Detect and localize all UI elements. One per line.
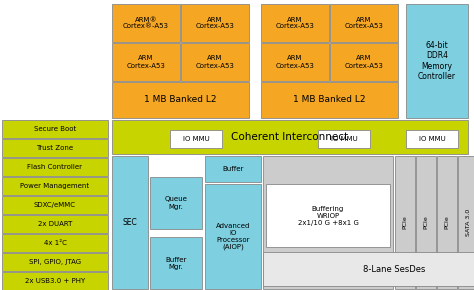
Bar <box>458 156 474 289</box>
Text: ARM
Cortex-A53: ARM Cortex-A53 <box>127 55 165 68</box>
Bar <box>205 184 261 289</box>
Bar <box>406 130 458 148</box>
Bar <box>181 4 249 42</box>
Text: 1 MB Banked L2: 1 MB Banked L2 <box>293 95 366 104</box>
Text: PCIe: PCIe <box>423 216 428 229</box>
Bar <box>437 156 457 289</box>
Text: Buffering
WRIOP
2x1/10 G +8x1 G: Buffering WRIOP 2x1/10 G +8x1 G <box>298 206 358 226</box>
Bar <box>395 156 415 289</box>
Bar <box>2 196 108 214</box>
Text: ARM
Cortex-A53: ARM Cortex-A53 <box>196 55 235 68</box>
Bar <box>416 156 436 289</box>
Bar <box>2 215 108 233</box>
Text: Buffer: Buffer <box>222 166 244 172</box>
Text: ARM®
Cortex®-A53: ARM® Cortex®-A53 <box>123 17 169 30</box>
Text: PCIe: PCIe <box>445 216 449 229</box>
Text: ARM
Cortex-A53: ARM Cortex-A53 <box>275 17 314 30</box>
Bar <box>170 130 222 148</box>
Text: 2x USB3.0 + PHY: 2x USB3.0 + PHY <box>25 278 85 284</box>
Bar <box>112 4 180 42</box>
Text: 1 MB Banked L2: 1 MB Banked L2 <box>144 95 217 104</box>
Bar <box>112 156 148 289</box>
Bar <box>2 158 108 176</box>
Text: Buffer
Mgr.: Buffer Mgr. <box>165 256 187 269</box>
Bar <box>2 120 108 138</box>
Text: Flash Controller: Flash Controller <box>27 164 82 170</box>
Text: 2x DUART: 2x DUART <box>38 221 72 227</box>
Bar <box>112 43 180 81</box>
Bar <box>205 156 261 182</box>
Text: Advanced
IO
Processor
(AIOP): Advanced IO Processor (AIOP) <box>216 223 250 250</box>
Bar <box>181 43 249 81</box>
Text: PCIe: PCIe <box>402 216 408 229</box>
Bar <box>2 253 108 271</box>
Bar <box>2 234 108 252</box>
Text: SDXC/eMMC: SDXC/eMMC <box>34 202 76 208</box>
Bar <box>330 4 398 42</box>
Text: ARM
Cortex-A53: ARM Cortex-A53 <box>345 55 383 68</box>
Text: IO MMU: IO MMU <box>419 136 446 142</box>
Bar <box>261 4 329 42</box>
Bar <box>2 139 108 157</box>
Bar <box>263 156 393 289</box>
Text: Secure Boot: Secure Boot <box>34 126 76 132</box>
Text: Coherent Interconnect: Coherent Interconnect <box>231 132 348 142</box>
Bar <box>318 130 370 148</box>
Text: 4x 1²C: 4x 1²C <box>44 240 66 246</box>
Text: ARM
Cortex-A53: ARM Cortex-A53 <box>345 17 383 30</box>
Text: IO MMU: IO MMU <box>182 136 210 142</box>
Text: Trust Zone: Trust Zone <box>36 145 73 151</box>
Bar <box>263 252 474 286</box>
Text: SATA 3.0: SATA 3.0 <box>466 209 472 236</box>
Bar <box>266 184 390 247</box>
Bar <box>112 82 249 118</box>
Text: IO MMU: IO MMU <box>331 136 357 142</box>
Bar <box>2 177 108 195</box>
Bar <box>2 272 108 290</box>
Bar <box>406 4 468 118</box>
Bar <box>150 237 202 289</box>
Text: Queue
Mgr.: Queue Mgr. <box>164 197 187 209</box>
Bar <box>261 43 329 81</box>
Text: Power Management: Power Management <box>20 183 90 189</box>
Text: ARM
Cortex-A53: ARM Cortex-A53 <box>275 55 314 68</box>
Text: SPI, GPIO, JTAG: SPI, GPIO, JTAG <box>29 259 81 265</box>
Text: 8-Lane SesDes: 8-Lane SesDes <box>363 264 426 273</box>
Bar <box>112 120 468 154</box>
Text: ARM
Cortex-A53: ARM Cortex-A53 <box>196 17 235 30</box>
Bar <box>261 82 398 118</box>
Bar <box>150 177 202 229</box>
Text: 64-bit
DDR4
Memory
Controller: 64-bit DDR4 Memory Controller <box>418 41 456 81</box>
Bar <box>330 43 398 81</box>
Text: SEC: SEC <box>123 218 137 227</box>
